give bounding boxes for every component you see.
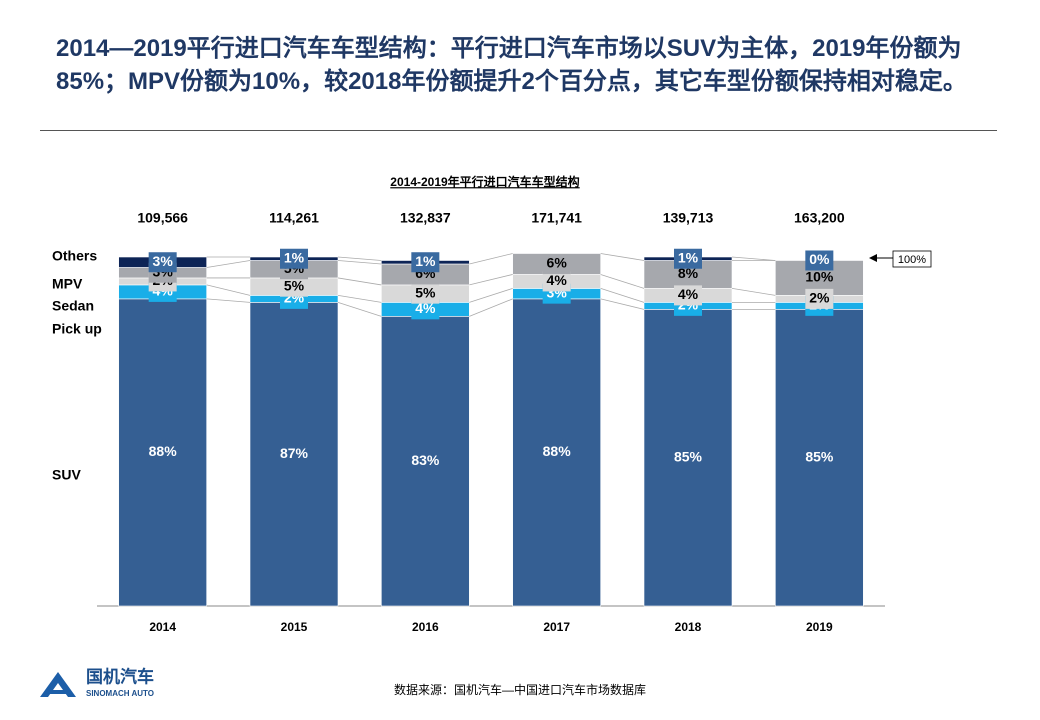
data-label: 4% [547, 272, 568, 288]
connector [600, 274, 645, 289]
data-label: 10% [805, 269, 834, 285]
bar-segment [512, 298, 601, 607]
x-tick-label: 2017 [543, 620, 570, 634]
connector [206, 284, 251, 296]
total-label: 132,837 [400, 210, 451, 226]
total-label: 109,566 [137, 210, 188, 226]
data-label: 6% [547, 255, 568, 271]
bar-segment [118, 298, 207, 607]
connector [337, 294, 382, 303]
data-label: 0% [809, 251, 830, 267]
data-label: 8% [678, 265, 699, 281]
connector [600, 253, 645, 261]
bar-segment [381, 316, 470, 607]
data-label: 1% [415, 253, 436, 269]
data-label: 2% [809, 290, 830, 306]
bar-segment [775, 309, 864, 607]
total-label: 114,261 [269, 210, 319, 226]
connector [600, 288, 645, 303]
total-label: 171,741 [531, 210, 582, 226]
label-box [280, 248, 308, 269]
connector [337, 260, 382, 265]
data-label: 3% [153, 253, 174, 269]
legend-label: SUV [52, 467, 81, 483]
legend-label: Pick up [52, 321, 102, 337]
connector [600, 298, 645, 310]
annotation: 100% [898, 254, 926, 266]
data-label: 1% [284, 249, 305, 265]
label-box [411, 252, 440, 273]
total-label: 163,200 [794, 210, 845, 226]
data-label: 85% [805, 448, 834, 464]
label-box [411, 283, 440, 304]
logo-mark [50, 690, 66, 694]
connector [337, 277, 382, 286]
data-label: 4% [415, 300, 436, 316]
label-box [411, 299, 440, 320]
data-label: 5% [415, 284, 436, 300]
title-rule [40, 130, 997, 131]
data-label: 83% [411, 452, 440, 468]
x-tick-label: 2018 [675, 620, 702, 634]
connector [337, 256, 382, 261]
data-label: 88% [543, 443, 572, 459]
label-box [674, 248, 702, 269]
logo-subtext: SINOMACH AUTO [86, 689, 154, 698]
label-box [805, 250, 834, 271]
logo-mark [40, 672, 76, 697]
data-label: 1% [678, 249, 699, 265]
annotation-arrowhead [869, 254, 877, 262]
slide-title: 2014—2019平行进口汽车车型结构：平行进口汽车市场以SUV为主体，2019… [56, 35, 967, 95]
data-label: 5% [284, 277, 305, 293]
connector [337, 301, 382, 317]
connector [206, 260, 251, 268]
legend-label: MPV [52, 276, 83, 292]
label-box [542, 253, 571, 274]
x-tick-label: 2019 [806, 620, 833, 634]
x-tick-label: 2015 [281, 620, 308, 634]
connector [731, 288, 776, 296]
connector [731, 256, 776, 261]
label-box [805, 288, 834, 309]
annotation-box [892, 250, 932, 268]
x-tick-label: 2016 [412, 620, 439, 634]
label-box [148, 252, 177, 273]
legend-label: Others [52, 248, 97, 264]
bar-segment [249, 302, 339, 607]
label-box [674, 264, 702, 285]
logo-text: 国机汽车 [86, 666, 154, 686]
connector [469, 274, 513, 286]
connector [469, 288, 513, 303]
bar-segment [643, 309, 733, 607]
logo: 国机汽车 SINOMACH AUTO [40, 666, 154, 698]
data-label: 88% [149, 443, 178, 459]
connector [206, 298, 251, 303]
connector [469, 253, 513, 265]
legend-label: Sedan [52, 298, 94, 314]
label-box [280, 276, 308, 297]
total-label: 139,713 [663, 210, 714, 226]
chart-title: 2014-2019年平行进口汽车车型结构 [390, 174, 579, 189]
data-label: 4% [678, 286, 699, 302]
source: 数据来源：国机汽车—中国进口汽车市场数据库 [394, 682, 646, 697]
data-label: 85% [674, 448, 703, 464]
label-box [674, 285, 702, 306]
label-box [542, 271, 571, 292]
label-box [805, 267, 834, 288]
data-label: 87% [280, 445, 309, 461]
x-tick-label: 2014 [149, 620, 176, 634]
connector [469, 298, 513, 317]
